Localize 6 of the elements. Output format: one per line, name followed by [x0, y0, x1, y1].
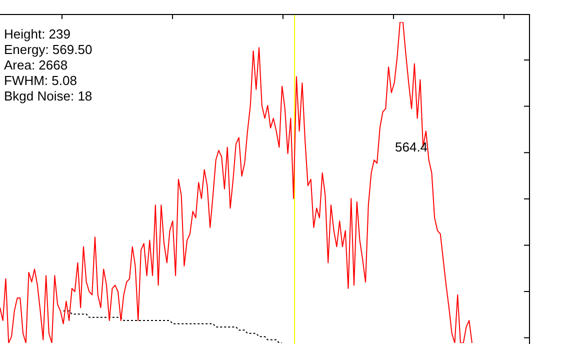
annotation: Energy: 569.50 — [4, 42, 92, 58]
annotation: Height: 239 — [4, 26, 70, 42]
annotation: 564.4 — [395, 140, 428, 155]
annotation: FWHM: 5.08 — [4, 73, 77, 88]
annotation: Bkgd Noise: 18 — [4, 88, 92, 104]
annotation: Area: 2668 — [4, 58, 68, 73]
